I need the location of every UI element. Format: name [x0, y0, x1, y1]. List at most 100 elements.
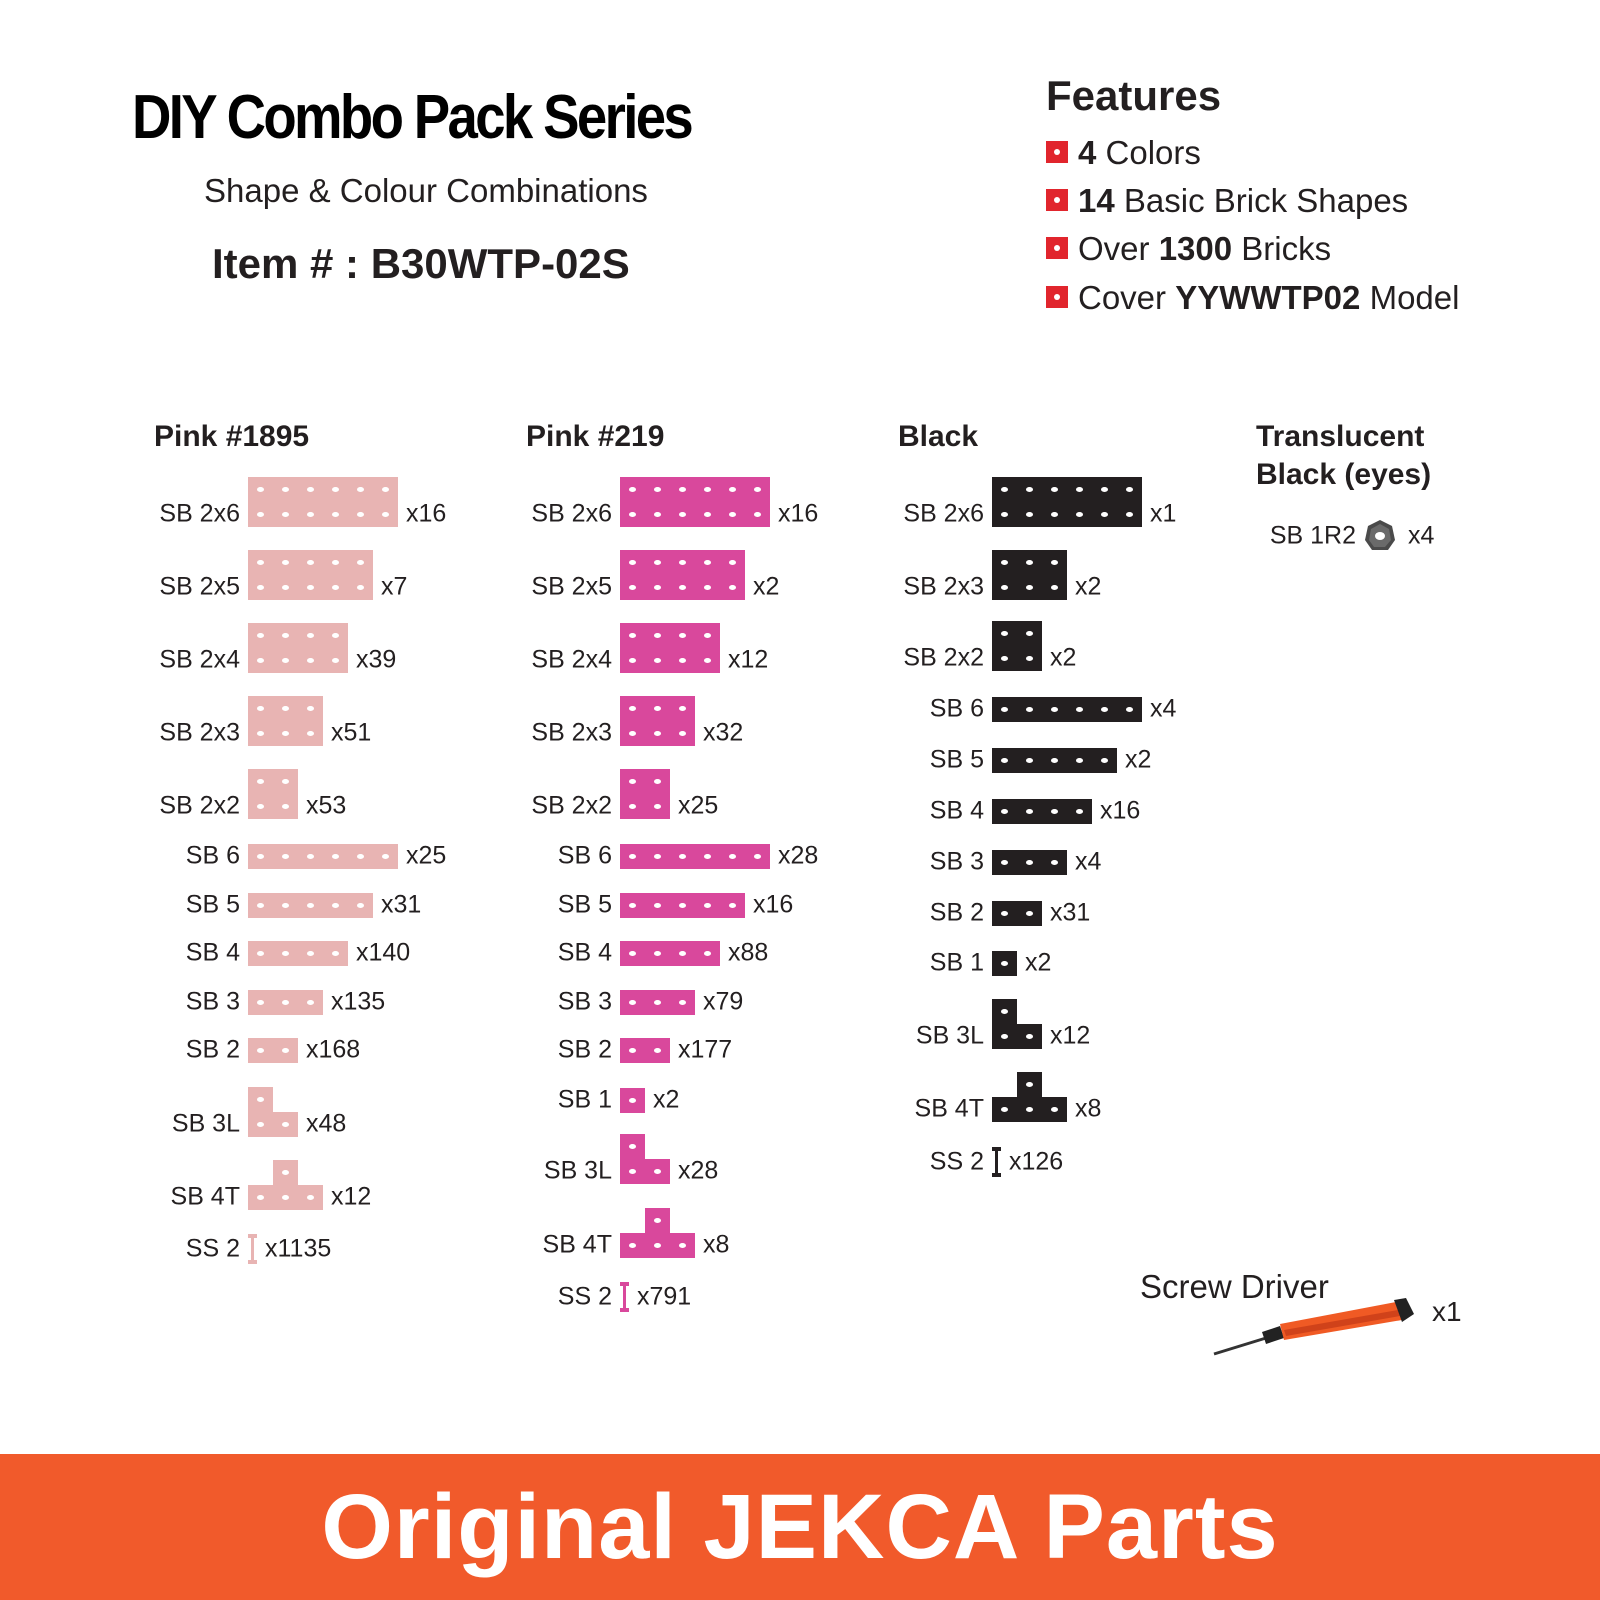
footer-text: Original JEKCA Parts — [321, 1476, 1279, 1578]
screw-driver-label: Screw Driver — [1140, 1268, 1329, 1305]
brick-stud — [298, 696, 323, 721]
brick-stud — [298, 502, 323, 527]
part-label: SB 2x2 — [903, 643, 984, 672]
red-square-bullet-icon — [1046, 286, 1068, 309]
brick-stud — [645, 696, 670, 721]
brick-stud — [248, 1112, 273, 1137]
brick-stud — [1017, 621, 1042, 646]
part-qty: x12 — [1050, 1021, 1091, 1050]
brick-stud — [273, 648, 298, 673]
part-label: SB 2x6 — [903, 499, 984, 528]
brick-stud — [348, 893, 373, 918]
brick-stud — [992, 621, 1017, 646]
brick-stud — [645, 721, 670, 746]
brick-stud — [248, 575, 273, 600]
brick-stud — [620, 1134, 645, 1159]
brick-stud — [248, 769, 273, 794]
brick-stud — [645, 1233, 670, 1258]
part-qty: x8 — [703, 1230, 730, 1259]
part-label: SB 5 — [185, 890, 240, 919]
brick-icon — [620, 941, 720, 966]
brick-icon — [248, 1087, 298, 1137]
brick-stud — [695, 844, 720, 869]
brick-stud — [273, 502, 298, 527]
brick-stud — [273, 990, 298, 1015]
brick-icon — [248, 769, 298, 819]
part-label: SB 2x5 — [159, 572, 240, 601]
part-qty: x16 — [778, 499, 819, 528]
brick-stud — [298, 477, 323, 502]
brick-stud — [645, 550, 670, 575]
brick-stud — [720, 844, 745, 869]
brick-stud — [645, 477, 670, 502]
part-qty: x1135 — [265, 1234, 332, 1263]
part-label: SB 2x3 — [903, 572, 984, 601]
brick-stud — [670, 844, 695, 869]
brick-stud — [323, 502, 348, 527]
brick-icon — [620, 769, 670, 819]
brick-stud — [620, 1159, 645, 1184]
brick-stud — [720, 502, 745, 527]
brick-stud — [298, 990, 323, 1015]
brick-stud — [1017, 477, 1042, 502]
brick-stud — [1017, 575, 1042, 600]
brick-stud — [695, 550, 720, 575]
brick-stud — [645, 1208, 670, 1233]
brick-stud — [248, 893, 273, 918]
brick-icon — [992, 697, 1142, 722]
brick-stud — [348, 575, 373, 600]
brick-stud — [1092, 502, 1117, 527]
brick-stud — [1042, 502, 1067, 527]
brick-stud — [645, 990, 670, 1015]
brick-stud — [992, 697, 1017, 722]
screw-icon — [620, 1282, 629, 1312]
brick-icon — [992, 850, 1067, 875]
part-label: SB 2 — [557, 1035, 612, 1064]
column-heading-pink-219: Pink #219 — [526, 420, 665, 453]
brick-stud — [248, 990, 273, 1015]
brick-stud — [695, 477, 720, 502]
brick-stud — [1067, 799, 1092, 824]
brick-stud — [1042, 799, 1067, 824]
brick-stud — [273, 1038, 298, 1063]
brick-stud — [992, 799, 1017, 824]
brick-stud — [273, 1185, 298, 1210]
brick-stud — [273, 893, 298, 918]
part-label: SB 4T — [914, 1094, 984, 1123]
brick-stud — [1042, 550, 1067, 575]
part-label: SB 4 — [929, 796, 984, 825]
part-label: SB 5 — [557, 890, 612, 919]
brick-stud — [645, 1038, 670, 1063]
brick-stud — [323, 648, 348, 673]
brick-stud — [1017, 502, 1042, 527]
page-subtitle: Shape & Colour Combinations — [204, 172, 648, 209]
part-qty: x2 — [1075, 572, 1102, 601]
part-qty: x168 — [306, 1035, 361, 1064]
brick-stud — [323, 941, 348, 966]
brick-stud — [620, 1038, 645, 1063]
screw-driver-qty: x1 — [1432, 1296, 1462, 1327]
brick-stud — [620, 769, 645, 794]
brick-stud — [1117, 477, 1142, 502]
brick-stud — [1017, 799, 1042, 824]
brick-stud — [645, 575, 670, 600]
brick-icon — [248, 623, 348, 673]
brick-icon — [992, 999, 1042, 1049]
part-qty: x2 — [1025, 948, 1052, 977]
part-label: SB 3L — [915, 1021, 984, 1050]
brick-stud — [323, 575, 348, 600]
screw-icon — [248, 1234, 257, 1264]
part-qty: x135 — [331, 987, 386, 1016]
brick-stud — [992, 748, 1017, 773]
brick-stud — [645, 1159, 670, 1184]
brick-stud — [348, 844, 373, 869]
brick-stud — [620, 696, 645, 721]
brick-icon — [248, 550, 373, 600]
brick-stud — [720, 893, 745, 918]
part-qty: x140 — [356, 938, 411, 967]
brick-icon — [620, 990, 695, 1015]
brick-stud — [323, 844, 348, 869]
brick-stud — [248, 550, 273, 575]
brick-stud — [992, 1097, 1017, 1122]
brick-stud — [248, 696, 273, 721]
